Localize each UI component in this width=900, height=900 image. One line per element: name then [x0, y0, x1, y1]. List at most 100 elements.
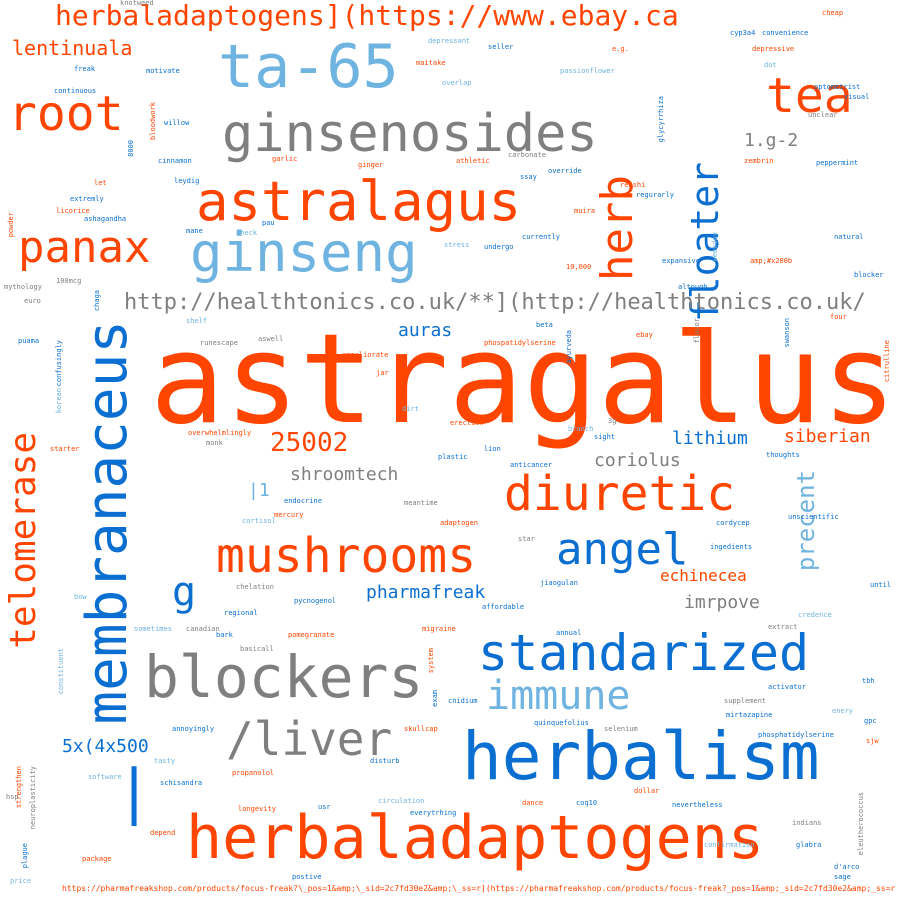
cloud-word: ginger	[358, 161, 384, 169]
cloud-word: hsp	[6, 793, 19, 801]
cloud-word: freak	[74, 65, 96, 73]
cloud-word: four	[830, 313, 847, 321]
cloud-word: powder	[7, 212, 15, 238]
cloud-word: telomerase	[3, 432, 44, 649]
cloud-word: ingedients	[710, 543, 753, 551]
cloud-word: monk	[206, 439, 223, 447]
cloud-word: package	[82, 855, 112, 863]
cloud-word: cinnamon	[158, 157, 192, 165]
cloud-word: annoyingly	[172, 725, 215, 733]
cloud-word: sage	[834, 873, 851, 881]
cloud-word: https://pharmafreakshop.com/products/foc…	[62, 884, 896, 893]
cloud-word: basicall	[240, 645, 274, 653]
cloud-word: swanson	[783, 318, 791, 348]
cloud-word: dirt	[402, 405, 419, 413]
cloud-word: supplement	[724, 697, 767, 705]
cloud-word: knotweed	[120, 0, 154, 7]
cloud-word: pharmafreak	[366, 582, 486, 603]
cloud-word: tasty	[154, 757, 176, 765]
cloud-word: star	[518, 535, 535, 543]
cloud-word: usr	[318, 803, 331, 811]
cloud-word: erection	[450, 419, 484, 427]
cloud-word: eleutherococcus	[857, 792, 865, 856]
cloud-word: root	[8, 86, 124, 142]
cloud-word: credence	[798, 611, 832, 619]
cloud-word: dance	[522, 799, 544, 807]
cloud-word: unclear	[808, 111, 838, 119]
cloud-word: herb	[592, 175, 643, 281]
cloud-word: ginseng	[190, 221, 418, 284]
cloud-word: altough	[678, 283, 708, 291]
cloud-word: euro	[24, 297, 41, 305]
cloud-word: strengthen	[15, 766, 23, 809]
cloud-word: 1.g-2	[744, 130, 799, 151]
cloud-word: 5x(4x500	[62, 736, 149, 757]
cloud-word: optometrist	[814, 83, 861, 91]
cloud-word: pau	[262, 219, 275, 227]
cloud-word: puama	[18, 337, 40, 345]
cloud-word: ebay	[636, 331, 653, 339]
cloud-word: immune	[486, 673, 631, 719]
cloud-word: cordycep	[716, 519, 750, 527]
cloud-word: membranaceus	[75, 320, 140, 725]
cloud-word: postive	[292, 873, 322, 881]
cloud-word: depressant	[428, 37, 471, 45]
cloud-word: coq10	[576, 799, 598, 807]
cloud-word: plague	[21, 843, 29, 869]
cloud-word: lentinuala	[12, 36, 133, 60]
cloud-word: depend	[150, 829, 176, 837]
cloud-word: athletic	[456, 157, 490, 165]
cloud-word: overlap	[442, 79, 472, 87]
cloud-word: extract	[768, 623, 798, 631]
cloud-word: expansive	[662, 257, 700, 265]
cloud-word: runescape	[200, 339, 238, 347]
cloud-word: disturb	[370, 757, 400, 765]
cloud-word: korean	[55, 388, 63, 414]
cloud-word: herbalism	[462, 718, 820, 795]
cloud-word: sjw	[866, 737, 879, 745]
cloud-word: schisandra	[160, 779, 203, 787]
cloud-word: jar	[376, 369, 389, 377]
cloud-word: blockers	[144, 643, 424, 711]
cloud-word: g	[172, 569, 197, 615]
cloud-word: propanolol	[232, 769, 275, 777]
cloud-word: bark	[216, 631, 233, 639]
cloud-word: ssay	[520, 173, 537, 181]
cloud-word: cyp3a4	[730, 29, 756, 37]
cloud-word: migraine	[422, 625, 456, 633]
cloud-word: cnidium	[448, 697, 478, 705]
cloud-word: regurarly	[636, 191, 674, 199]
cloud-word: ta-65	[218, 32, 399, 102]
cloud-word: imrpove	[684, 592, 760, 613]
cloud-word: |1	[248, 480, 270, 501]
cloud-word: convenience	[762, 29, 809, 37]
cloud-word: confirmation	[704, 841, 755, 849]
cloud-word: peppermint	[816, 159, 859, 167]
cloud-word: nevertheless	[672, 801, 723, 809]
cloud-word: diuretic	[504, 466, 736, 522]
cloud-word: |	[116, 757, 153, 827]
cloud-word: angel	[556, 524, 689, 575]
cloud-word: cortisol	[242, 517, 276, 525]
cloud-word: seller	[488, 43, 514, 51]
cloud-word: thoughts	[766, 451, 800, 459]
cloud-word: gpc	[864, 717, 877, 725]
cloud-word: lithium	[672, 428, 748, 449]
cloud-word: let	[94, 179, 107, 187]
cloud-word: amp;#x200b	[750, 257, 793, 265]
cloud-word: tbh	[862, 677, 875, 685]
cloud-word: bloodwork	[149, 102, 157, 140]
cloud-word: citrulline	[883, 340, 891, 383]
cloud-word: aswell	[258, 335, 284, 343]
cloud-word: weekday	[711, 232, 719, 262]
cloud-word: annual	[556, 629, 582, 637]
cloud-word: standarized	[478, 624, 810, 682]
cloud-word: meantime	[404, 499, 438, 507]
cloud-word: bow	[74, 593, 87, 601]
cloud-word: 8000	[127, 140, 135, 157]
cloud-word: plastic	[438, 453, 468, 461]
cloud-word: ammeliorate	[342, 351, 389, 359]
cloud-word: http://healthtonics.co.uk/**](http://hea…	[124, 290, 866, 315]
cloud-word: continuous	[54, 87, 97, 95]
